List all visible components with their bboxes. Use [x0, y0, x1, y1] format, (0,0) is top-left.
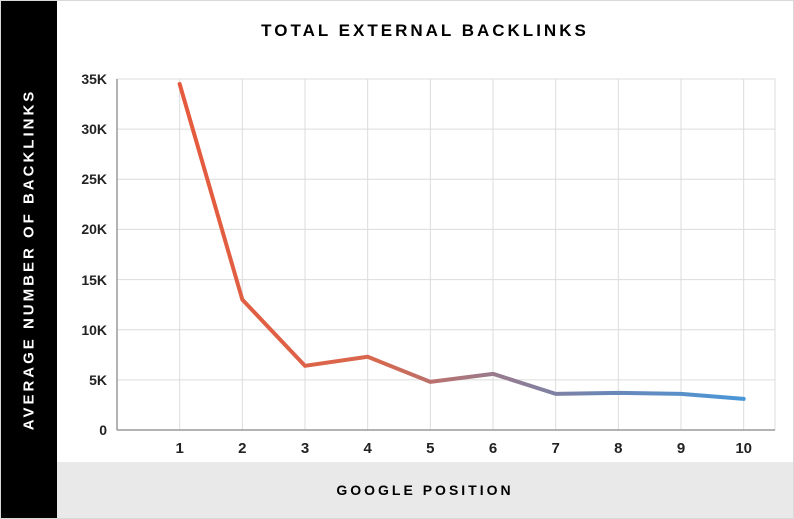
- y-tick-label: 10K: [57, 322, 107, 338]
- title-area: TOTAL EXTERNAL BACKLINKS: [57, 1, 793, 61]
- y-tick-label: 30K: [57, 121, 107, 137]
- x-tick-label: 8: [614, 440, 622, 457]
- chart-title: TOTAL EXTERNAL BACKLINKS: [261, 21, 589, 41]
- plot-area: 0 5K 10K 15K 20K 25K 30K 35K 1 2 3 4 5 6 7 8 9 10: [57, 61, 793, 462]
- x-tick-label: 2: [238, 440, 246, 457]
- data-line: [180, 84, 744, 399]
- x-tick-label: 7: [551, 440, 559, 457]
- x-tick-label: 3: [301, 440, 309, 457]
- y-tick-label: 0: [57, 422, 107, 438]
- y-tick-label: 25K: [57, 171, 107, 187]
- x-tick-label: 4: [363, 440, 371, 457]
- y-axis-label: AVERAGE NUMBER OF BACKLINKS: [21, 89, 38, 431]
- y-axis-label-strip: AVERAGE NUMBER OF BACKLINKS: [1, 1, 57, 518]
- x-tick-label: 5: [426, 440, 434, 457]
- x-tick-label: 1: [175, 440, 183, 457]
- chart-frame: AVERAGE NUMBER OF BACKLINKS TOTAL EXTERN…: [0, 0, 794, 519]
- y-tick-label: 5K: [57, 372, 107, 388]
- x-axis-label: GOOGLE POSITION: [336, 482, 513, 498]
- x-tick-label: 9: [677, 440, 685, 457]
- y-tick-label: 20K: [57, 221, 107, 237]
- x-axis-label-strip: GOOGLE POSITION: [57, 462, 793, 518]
- x-tick-label: 10: [735, 440, 752, 457]
- y-tick-label: 15K: [57, 272, 107, 288]
- chart-svg: [57, 61, 794, 464]
- gridlines: [117, 79, 775, 430]
- x-tick-label: 6: [489, 440, 497, 457]
- y-tick-label: 35K: [57, 71, 107, 87]
